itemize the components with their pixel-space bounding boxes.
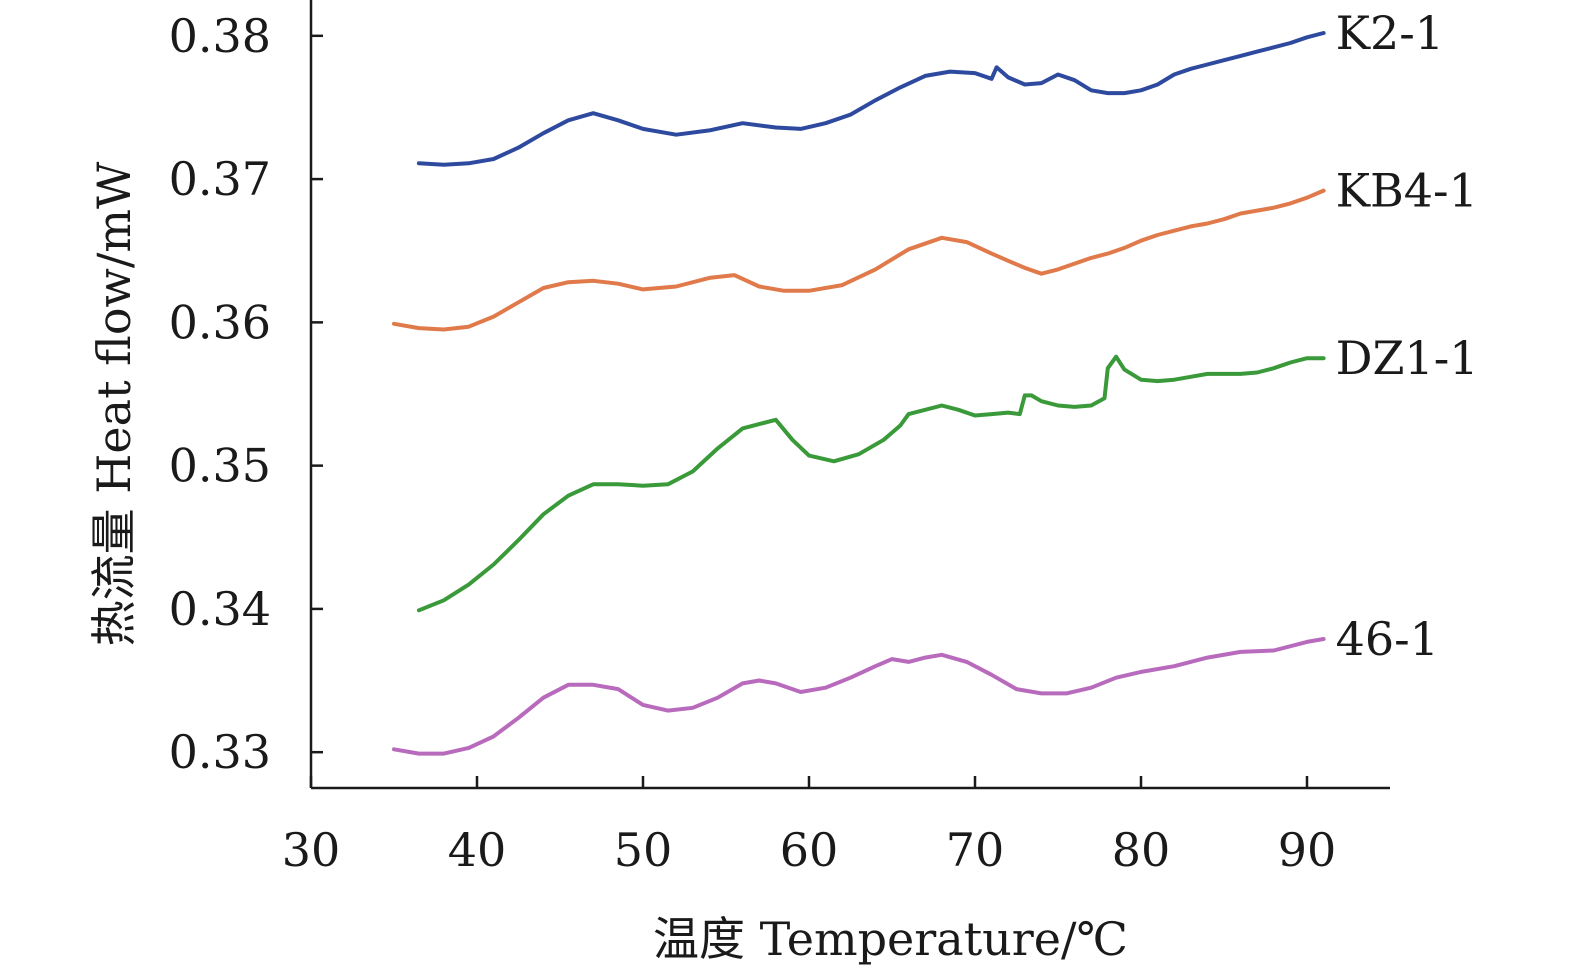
x-axis-title: 温度 Temperature/℃ <box>653 912 1128 966</box>
x-axis-ticks: 30 40 50 60 70 80 90 <box>282 776 1337 877</box>
series-line-k2-1 <box>416 31 1326 167</box>
x-tick-label: 60 <box>780 823 839 877</box>
series-labels: K2-1 KB4-1 DZ1-1 46-1 <box>1336 6 1479 666</box>
x-tick-label: 50 <box>614 823 673 877</box>
y-tick-label: 0.33 <box>169 725 271 779</box>
series-line-dz1-1 <box>416 354 1326 613</box>
y-tick-label: 0.36 <box>169 295 271 349</box>
chart-axes: 30 40 50 60 70 80 90 0.33 0.34 0.35 0.36 0.37 0.38 <box>169 0 1390 877</box>
x-tick-label: 90 <box>1278 823 1337 877</box>
series-label-kb4-1: KB4-1 <box>1336 164 1478 218</box>
y-axis-ticks: 0.33 0.34 0.35 0.36 0.37 0.38 <box>169 9 323 779</box>
y-tick-label: 0.35 <box>169 439 271 493</box>
series-label-dz1-1: DZ1-1 <box>1336 331 1479 385</box>
series-line-46-1 <box>392 637 1326 756</box>
x-tick-label: 80 <box>1112 823 1171 877</box>
x-tick-label: 30 <box>282 823 341 877</box>
y-axis-title: 热流量 Heat flow/mW <box>87 161 141 646</box>
series-label-k2-1: K2-1 <box>1336 6 1444 60</box>
series-lines <box>392 31 1326 756</box>
y-tick-label: 0.37 <box>169 152 271 206</box>
y-tick-label: 0.38 <box>169 9 271 63</box>
y-tick-label: 0.34 <box>169 582 271 636</box>
x-tick-label: 40 <box>448 823 507 877</box>
x-tick-label: 70 <box>946 823 1005 877</box>
series-label-46-1: 46-1 <box>1336 612 1439 666</box>
series-line-kb4-1 <box>392 188 1326 332</box>
